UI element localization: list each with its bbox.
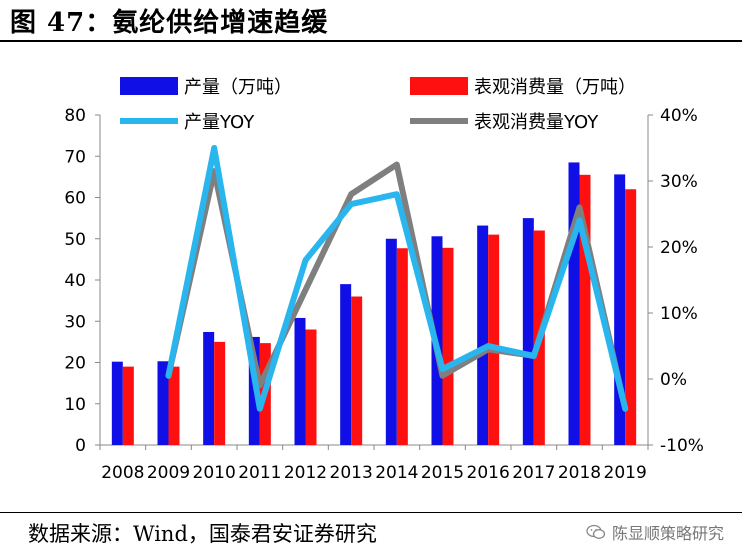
y-left-tick-label: 50 [64, 230, 86, 250]
legend-production-yoy: 产量YOY [120, 112, 255, 133]
production-bar [477, 225, 489, 445]
legend-production-label: 产量（万吨） [184, 77, 292, 98]
x-tick-label: 2017 [512, 463, 555, 483]
watermark-text: 陈显顺策略研究 [611, 524, 724, 543]
x-tick-label: 2012 [284, 463, 327, 483]
consumption-bar [488, 234, 500, 445]
y-left-tick-label: 30 [64, 312, 86, 332]
figure-title: 图 47：氨纶供给增速趋缓 [10, 8, 329, 38]
y-right-tick-label: 40% [660, 106, 698, 126]
production-bar [203, 331, 215, 445]
consumption-bar [305, 329, 317, 445]
production-bar [522, 218, 534, 445]
title-rule [0, 40, 742, 42]
x-tick-label: 2015 [421, 463, 464, 483]
legend-production-swatch [120, 77, 178, 95]
production-yoy-line [165, 145, 629, 412]
consumption-bar [625, 189, 637, 445]
x-tick-label: 2018 [558, 463, 601, 483]
production-bar [111, 361, 123, 445]
y-left-tick-label: 70 [64, 147, 86, 167]
y-left-tick-label: 0 [75, 436, 86, 456]
legend-consumption: 表观消费量（万吨） [410, 77, 636, 98]
consumption-bar [396, 248, 408, 445]
y-right-tick-label: 20% [660, 238, 698, 258]
source-note: 数据来源：Wind，国泰君安证券研究 [28, 522, 377, 546]
legend-consumption-yoy: 表观消费量YOY [410, 112, 599, 133]
consumption-bar [122, 366, 134, 445]
production-bar [568, 162, 580, 445]
y-right-tick-label: -10% [660, 436, 704, 456]
production-bar [294, 317, 306, 445]
y-right-tick-label: 30% [660, 172, 698, 192]
y-left-tick-label: 40 [64, 271, 86, 291]
legend-consumption-label: 表观消费量（万吨） [474, 77, 636, 98]
x-tick-label: 2008 [101, 463, 144, 483]
y-left-tick-label: 60 [64, 189, 86, 209]
consumption-bar [579, 174, 591, 445]
y-left-tick-label: 20 [64, 354, 86, 374]
consumption-bar [168, 366, 180, 445]
consumption-bar [214, 341, 226, 445]
x-tick-label: 2009 [147, 463, 190, 483]
production-bar [157, 361, 169, 445]
production-bar [614, 174, 626, 445]
x-tick-label: 2016 [467, 463, 510, 483]
consumption-bar [442, 247, 454, 445]
production-bar [340, 284, 352, 445]
consumption-bar [351, 296, 363, 445]
bar-series [111, 162, 637, 445]
legend-consumption-swatch [410, 77, 468, 95]
x-tick-label: 2011 [238, 463, 281, 483]
x-tick-label: 2010 [193, 463, 236, 483]
legend-consumption-yoy-label: 表观消费量YOY [474, 112, 599, 133]
x-tick-label: 2013 [330, 463, 373, 483]
y-right-tick-label: 10% [660, 304, 698, 324]
watermark: 陈显顺策略研究 [586, 520, 724, 544]
legend-production-yoy-label: 产量YOY [184, 112, 255, 133]
wechat-icon [586, 524, 606, 539]
legend: 产量（万吨） 表观消费量（万吨） 产量YOY 表观消费量YOY [120, 77, 636, 133]
source-rule [0, 512, 742, 513]
axes [95, 114, 653, 450]
line-series [165, 145, 629, 412]
x-tick-label: 2014 [375, 463, 418, 483]
x-tick-label: 2019 [604, 463, 647, 483]
production-bar [385, 238, 397, 445]
y-right-tick-label: 0% [660, 370, 687, 390]
y-left-tick-label: 80 [64, 106, 86, 126]
legend-production: 产量（万吨） [120, 77, 292, 98]
y-left-tick-label: 10 [64, 395, 86, 415]
